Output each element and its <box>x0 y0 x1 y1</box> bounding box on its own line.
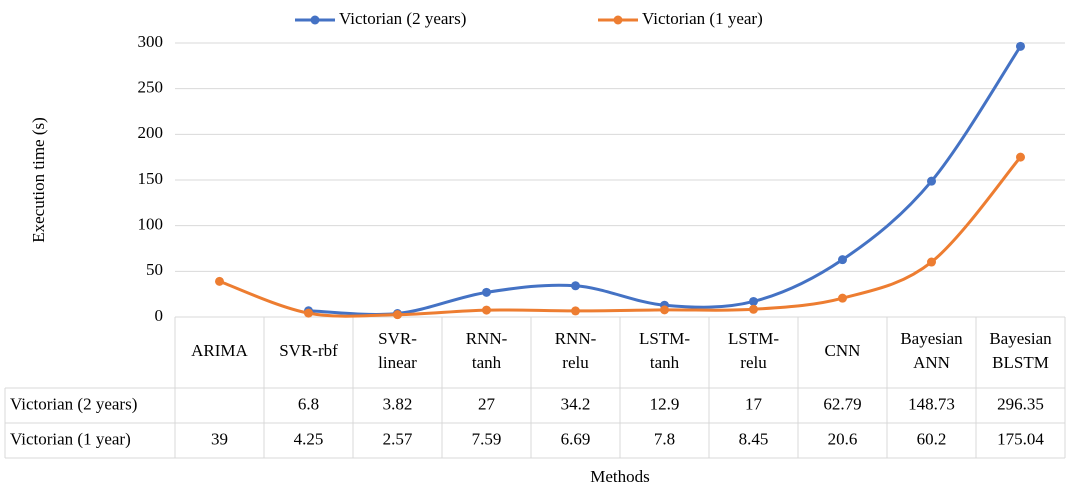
table-value: 20.6 <box>828 429 858 448</box>
x-tick-label: RNN-relu <box>555 329 597 372</box>
y-tick-label: 100 <box>138 215 164 234</box>
table-value: 6.69 <box>561 429 591 448</box>
table-value: 148.73 <box>908 394 955 413</box>
series-line <box>308 45 1022 316</box>
table-value: 12.9 <box>650 394 680 413</box>
point <box>838 255 847 265</box>
row-header: Victorian (2 years) <box>10 394 137 413</box>
point <box>482 305 491 315</box>
table-value: 2.57 <box>383 429 413 448</box>
point <box>927 176 936 186</box>
y-tick-label: 50 <box>146 260 163 279</box>
y-tick-label: 0 <box>155 306 164 325</box>
x-tick-label: Bayesian ANN <box>900 329 963 372</box>
table-value: 39 <box>211 429 228 448</box>
table-value: 17 <box>745 394 763 413</box>
point <box>1016 152 1025 162</box>
point <box>215 276 224 286</box>
legend-marker <box>310 15 320 25</box>
point <box>927 257 936 267</box>
x-tick-label: RNN-tanh <box>466 329 508 372</box>
x-tick-label: LSTM-tanh <box>639 329 690 372</box>
table-value: 175.04 <box>997 429 1044 448</box>
y-tick-label: 200 <box>138 123 164 142</box>
point <box>749 296 758 306</box>
y-tick-label: 150 <box>138 169 164 188</box>
table-value: 7.59 <box>472 429 502 448</box>
y-tick-label: 250 <box>138 78 164 97</box>
x-tick-label: SVR-rbf <box>279 341 338 360</box>
point <box>482 287 491 297</box>
point <box>749 304 758 314</box>
legend-marker <box>613 15 623 25</box>
legend-label: Victorian (2 years) <box>339 9 466 28</box>
point <box>304 308 313 318</box>
table-value: 27 <box>478 394 496 413</box>
table-value: 8.45 <box>739 429 769 448</box>
point <box>1016 41 1025 51</box>
x-tick-label: CNN <box>825 341 861 360</box>
series-line <box>218 156 1022 318</box>
y-axis-label: Execution time (s) <box>29 117 48 243</box>
x-tick-label: Bayesian BLSTM <box>989 329 1052 372</box>
row-header: Victorian (1 year) <box>10 429 131 448</box>
point <box>571 306 580 316</box>
table-value: 4.25 <box>294 429 324 448</box>
table-value: 60.2 <box>917 429 947 448</box>
table-value: 6.8 <box>298 394 319 413</box>
table-value: 7.8 <box>654 429 675 448</box>
x-tick-label: ARIMA <box>191 341 248 360</box>
point <box>393 310 402 320</box>
x-tick-label: LSTM-relu <box>728 329 779 372</box>
x-tick-label: SVR-linear <box>378 329 417 372</box>
y-tick-label: 300 <box>138 32 164 51</box>
table-value: 296.35 <box>997 394 1044 413</box>
point <box>571 281 580 291</box>
table-value: 3.82 <box>383 394 413 413</box>
table-value: 62.79 <box>823 394 861 413</box>
point <box>838 293 847 303</box>
table-value: 34.2 <box>561 394 591 413</box>
point <box>660 305 669 315</box>
legend-label: Victorian (1 year) <box>642 9 763 28</box>
x-axis-label: Methods <box>590 467 650 486</box>
